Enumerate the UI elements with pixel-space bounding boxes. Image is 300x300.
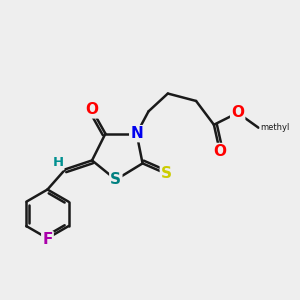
Text: methyl: methyl [260,123,289,132]
Text: N: N [130,126,143,141]
Text: S: S [161,166,172,181]
Text: S: S [110,172,121,187]
Text: O: O [213,144,226,159]
Text: H: H [52,156,63,169]
Text: O: O [231,105,244,120]
Text: F: F [42,232,52,247]
Text: O: O [85,102,98,117]
